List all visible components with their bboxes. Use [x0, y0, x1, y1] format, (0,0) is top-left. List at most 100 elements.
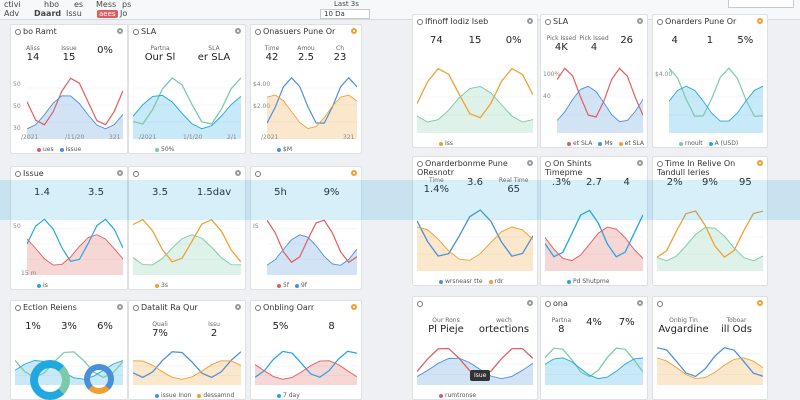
- widget-title-text: Ection Reiens: [23, 303, 77, 312]
- nav-activity[interactable]: ctivi: [4, 0, 21, 9]
- kpi-value: 8: [328, 321, 335, 332]
- kpi-value: 4: [590, 42, 598, 53]
- x-tick-label: 321: [343, 134, 355, 141]
- kpi-label: SLA: [208, 45, 220, 52]
- gear-icon[interactable]: [117, 170, 123, 176]
- kpi-metric: Partna 8: [545, 317, 578, 341]
- gear-icon[interactable]: [117, 28, 123, 34]
- panel-chart-svg: [133, 77, 241, 139]
- gear-icon[interactable]: [637, 18, 643, 24]
- dashboard-widget[interactable]: 5h 9% IS 5f 9f: [250, 166, 362, 290]
- kpi-value: 0%: [97, 45, 113, 56]
- dashboard-widget[interactable]: Ifinoff Iodiz Iseb 74 15 0% Iss: [412, 14, 538, 148]
- kpi-metric: 5h: [255, 187, 306, 211]
- chart-area: [417, 226, 533, 271]
- kpi-value: 4K: [554, 42, 568, 53]
- gear-icon[interactable]: [757, 300, 763, 306]
- dashboard-widget[interactable]: Our Rons Pl Pieje wech ortections rumtronse: [412, 296, 538, 400]
- dashboard-widget[interactable]: ona Partna 8 4% 7%: [540, 296, 648, 400]
- gear-icon[interactable]: [117, 304, 123, 310]
- kpi-row: 2% 9% 95: [657, 177, 763, 201]
- kpi-metric: Pick Issed 4K: [545, 35, 578, 59]
- legend-swatch: [197, 393, 202, 398]
- dashboard-widget[interactable]: Datalit Ra Qur Quali 7% Issu 2 issue Inon dess…: [128, 300, 246, 400]
- kpi-label: Issu: [208, 321, 220, 328]
- dashboard-widget[interactable]: bo Ramt Aliss 14 Issue 15 0% 50 50 30/2021/11/20…: [10, 24, 128, 154]
- kpi-metric: 3.6: [456, 177, 495, 201]
- gear-icon[interactable]: [527, 18, 533, 24]
- widget-title-text: SLA: [553, 17, 569, 26]
- widget-icon: [657, 160, 663, 167]
- dashboard-widget[interactable]: Onbling Oarr 5% 8 7 day: [250, 300, 362, 400]
- widget-chart: [657, 203, 763, 271]
- chart-area: [545, 227, 643, 271]
- dashboard-widget[interactable]: Onarderbonme Pune OResnotr Time 1.4% 3.6 Rea…: [412, 156, 538, 286]
- nav-issues-top[interactable]: es: [74, 0, 84, 9]
- dashboard-widget[interactable]: On Shints Timepme .3% 2.7 4 Pd Shutpme: [540, 156, 648, 286]
- dashboard-widget[interactable]: Issue 1.4 3.5 50 15 m Is: [10, 166, 128, 290]
- gear-icon[interactable]: [637, 160, 643, 166]
- nav-jobs-top[interactable]: ps: [122, 0, 132, 9]
- panel-chart-svg: [133, 218, 241, 275]
- dashboard-widget[interactable]: SLA Partna Our Sl SLA er SLA/2021 1/1/20 2/1 50…: [128, 24, 246, 154]
- dashboard-widget[interactable]: Onasuers Pune Or Time 42 Amou 2.5 Ch 23 $4.00 $2…: [250, 24, 362, 154]
- nav-dashboard[interactable]: Daard: [34, 9, 62, 18]
- x-tick-label: 1/1/20: [183, 134, 203, 141]
- gear-icon[interactable]: [235, 304, 241, 310]
- nav-messages-top[interactable]: Mess: [96, 0, 117, 9]
- kpi-row: 5% 8: [255, 321, 357, 345]
- gear-icon[interactable]: [235, 28, 241, 34]
- dashboard-widget[interactable]: Onbig Tin Avgardine Toboar ill Ods: [652, 296, 768, 400]
- dashboard-widget[interactable]: Onarders Pune Or 4 1 5% $4.00 rnoult A (USD): [652, 14, 768, 148]
- kpi-value: 8: [558, 324, 565, 335]
- panel-chart-svg: [557, 67, 643, 133]
- dashboard-widget[interactable]: 3.5 1.5dav 3s: [128, 166, 246, 290]
- kpi-metric: 8: [306, 321, 357, 345]
- gear-icon[interactable]: [527, 160, 533, 166]
- gear-icon[interactable]: [351, 304, 357, 310]
- kpi-row: Aliss 14 Issue 15 0%: [15, 45, 123, 69]
- x-tick-label: 15 m: [21, 270, 37, 277]
- legend-entry: wrsneasr tte: [445, 278, 483, 285]
- gear-icon[interactable]: [351, 28, 357, 34]
- kpi-metric: 2.7: [578, 177, 611, 201]
- chart-legend: 50%: [149, 146, 174, 153]
- kpi-row: .3% 2.7 4: [545, 177, 643, 201]
- gear-icon[interactable]: [637, 300, 643, 306]
- widget-chart: [133, 71, 241, 139]
- kpi-metric: Toboar ill Ods: [710, 317, 763, 341]
- kpi-metric: 15: [456, 35, 495, 59]
- kpi-value: 42: [265, 52, 279, 63]
- gear-icon[interactable]: [235, 170, 241, 176]
- nav-issues[interactable]: Issu: [66, 9, 82, 18]
- gear-icon[interactable]: [351, 170, 357, 176]
- kpi-row: Onbig Tin Avgardine Toboar ill Ods: [657, 317, 763, 341]
- panel-chart-svg: [417, 67, 533, 133]
- widget-icon: [417, 300, 423, 307]
- search-input[interactable]: [728, 0, 794, 8]
- widget-title-text: SLA: [141, 27, 157, 36]
- chart-series-line: [545, 209, 643, 258]
- gear-icon[interactable]: [757, 160, 763, 166]
- nav-dashboard-top[interactable]: hbo: [44, 0, 60, 9]
- widget-icon: [657, 300, 663, 307]
- legend-entry: rnoult: [685, 140, 703, 147]
- chart-series-line-2: [27, 95, 123, 130]
- nav-messages[interactable]: aees: [97, 10, 118, 18]
- kpi-metric: 95: [728, 177, 763, 201]
- date-range-select[interactable]: 10 Da: [320, 9, 370, 19]
- panel-chart-svg: [267, 219, 357, 275]
- kpi-metric: wech ortections: [475, 317, 533, 341]
- widget-chart: [669, 61, 763, 133]
- legend-swatch: [294, 283, 299, 288]
- widget-title-text: bo Ramt: [23, 27, 57, 36]
- chart-series-line-2: [557, 85, 643, 123]
- gear-icon[interactable]: [527, 300, 533, 306]
- dashboard-widget[interactable]: SLA Pick Issed 4K Pick Issed 4 26 100% 40 et SLA…: [540, 14, 648, 148]
- nav-jobs[interactable]: Jo: [120, 9, 128, 18]
- gear-icon[interactable]: [757, 18, 763, 24]
- kpi-value: ortections: [478, 324, 530, 335]
- legend-entry: Is: [43, 282, 48, 289]
- nav-adv[interactable]: Adv: [4, 9, 20, 18]
- dashboard-widget[interactable]: Time In Relive On Tandull Ieries 2% 9% 95: [652, 156, 768, 286]
